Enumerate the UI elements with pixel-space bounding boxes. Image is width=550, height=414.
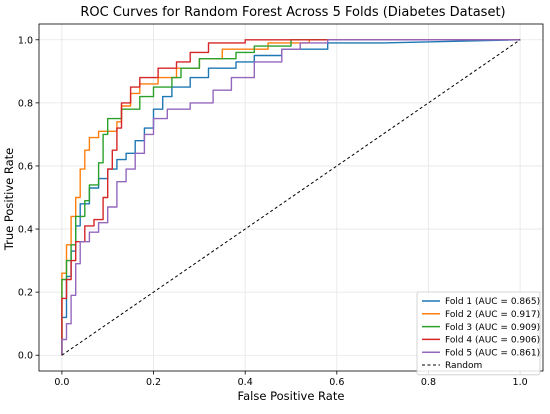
y-tick-label: 0.2 xyxy=(18,288,33,299)
legend-box xyxy=(416,291,541,376)
roc-line-fold-5 xyxy=(61,39,521,356)
x-axis-label: False Positive Rate xyxy=(238,389,345,403)
x-tick-label: 0.2 xyxy=(146,377,161,388)
random-baseline-line xyxy=(61,39,521,356)
axis-ticks: 0.0 0.2 0.4 0.6 0.8 1.0 0.0 0.2 0.4 0.6 0.8 1.0 xyxy=(18,35,528,388)
roc-line-fold-4 xyxy=(61,39,521,356)
x-tick-label: 0.4 xyxy=(238,377,253,388)
legend-label: Fold 4 (AUC = 0.906) xyxy=(445,336,540,346)
y-tick-label: 0.6 xyxy=(18,161,33,172)
x-tick-label: 1.0 xyxy=(513,377,528,388)
legend-item-fold-4: Fold 4 (AUC = 0.906) xyxy=(422,336,540,346)
chart-title: ROC Curves for Random Forest Across 5 Fo… xyxy=(80,5,505,20)
legend-label: Random xyxy=(445,361,482,371)
series-layer xyxy=(61,39,521,356)
x-tick-label: 0.0 xyxy=(54,377,69,388)
legend-item-fold-1: Fold 1 (AUC = 0.865) xyxy=(422,297,540,307)
x-tick-label: 0.6 xyxy=(329,377,344,388)
y-axis-label: True Positive Rate xyxy=(2,148,16,251)
legend-label: Fold 5 (AUC = 0.861) xyxy=(445,348,540,358)
legend-label: Fold 3 (AUC = 0.909) xyxy=(445,323,540,333)
y-tick-label: 1.0 xyxy=(18,35,33,46)
y-tick-label: 0.0 xyxy=(18,351,33,362)
legend-item-fold-5: Fold 5 (AUC = 0.861) xyxy=(422,348,540,358)
y-tick-label: 0.8 xyxy=(18,98,33,109)
legend-label: Fold 1 (AUC = 0.865) xyxy=(445,297,540,307)
plot-frame xyxy=(38,23,544,372)
legend: Fold 1 (AUC = 0.865) Fold 2 (AUC = 0.917)… xyxy=(416,291,541,376)
legend-item-random: Random xyxy=(422,361,482,371)
y-tick-label: 0.4 xyxy=(18,225,33,236)
legend-label: Fold 2 (AUC = 0.917) xyxy=(445,310,540,320)
x-tick-label: 0.8 xyxy=(421,377,436,388)
legend-item-fold-2: Fold 2 (AUC = 0.917) xyxy=(422,310,540,320)
roc-line-fold-1 xyxy=(61,39,521,356)
legend-item-fold-3: Fold 3 (AUC = 0.909) xyxy=(422,323,540,333)
